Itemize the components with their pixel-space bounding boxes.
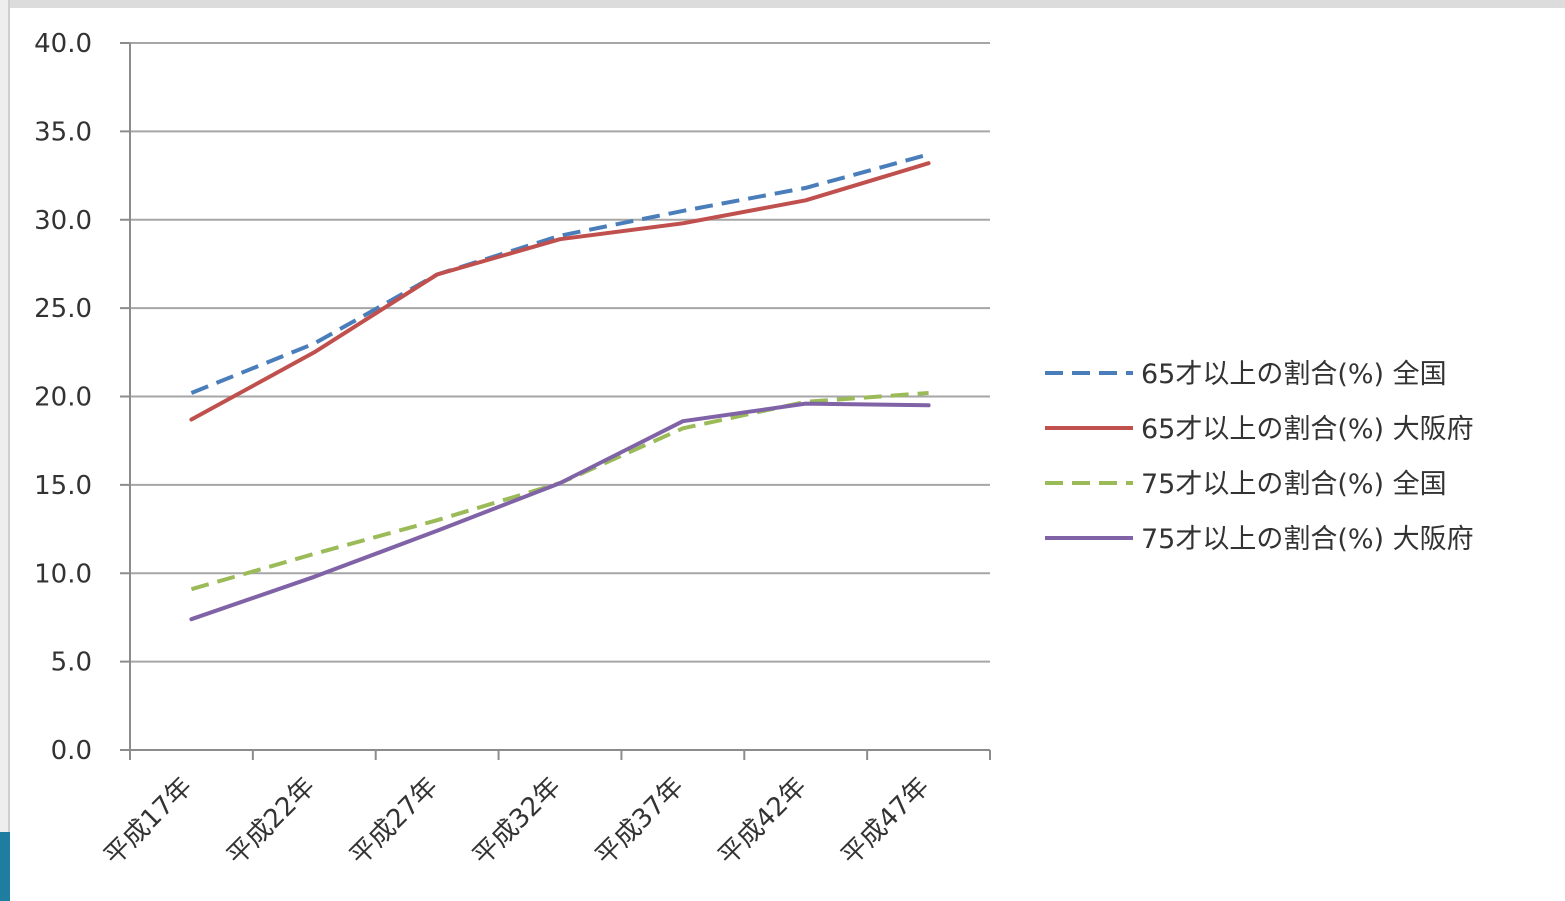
legend-label: 75才以上の割合(%) 大阪府 [1141,524,1474,555]
x-tick-label: 平成17年 [99,772,199,872]
y-tick-label: 40.0 [34,29,92,59]
x-tick-label: 平成42年 [713,772,813,872]
y-tick-label: 35.0 [34,117,92,147]
axes [120,42,991,760]
legend-label: 65才以上の割合(%) 大阪府 [1141,414,1474,445]
frame-left-border [0,0,10,901]
y-tick-label: 25.0 [34,294,92,324]
series-line-1 [190,152,930,395]
y-tick-label: 15.0 [34,471,92,501]
y-tick-label: 10.0 [34,559,92,589]
grid-lines [130,42,990,663]
x-tick-label: 平成47年 [836,772,936,872]
legend-label: 75才以上の割合(%) 全国 [1141,469,1447,500]
y-tick-label: 5.0 [51,648,92,678]
x-tick-label: 平成22年 [221,772,321,872]
legend-label: 65才以上の割合(%) 全国 [1141,359,1447,390]
x-tick-label: 平成27年 [344,772,444,872]
y-tick-label: 30.0 [34,206,92,236]
y-tick-label: 20.0 [34,383,92,413]
series-lines [189,152,931,622]
series-line-2 [189,161,931,422]
series-line-4 [189,401,931,622]
slide-edge-tab [0,832,10,901]
frame-top-border [0,0,1565,8]
x-tick-label: 平成32年 [467,772,567,872]
x-tick-label: 平成37年 [590,772,690,872]
y-tick-label: 0.0 [51,736,92,766]
y-tick-labels: 0.0 5.0 10.0 15.0 20.0 25.0 30.0 35.0 40.0 [34,29,92,766]
legend: 65才以上の割合(%) 全国 65才以上の割合(%) 大阪府 75才以上の割合(%)… [1045,359,1474,555]
x-tick-labels: 平成17年 平成22年 平成27年 平成32年 平成37年 平成42年 平成47年 [99,772,936,872]
series-line-3 [190,391,929,592]
